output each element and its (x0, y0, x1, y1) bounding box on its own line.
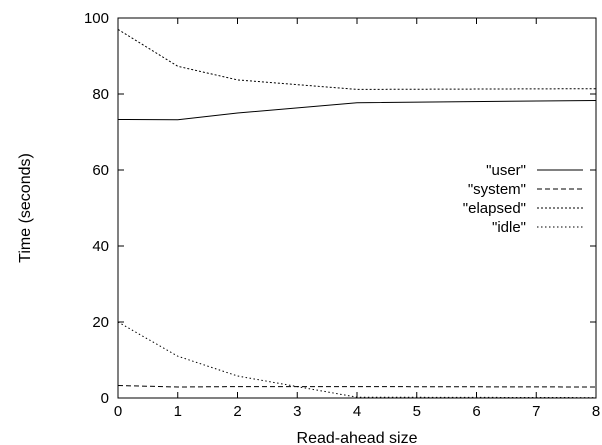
y-tick-label: 100 (84, 10, 109, 27)
x-tick-label: 8 (592, 403, 600, 420)
y-axis-label: Time (seconds) (17, 153, 34, 263)
x-tick-label: 2 (233, 403, 241, 420)
x-tick-label: 7 (532, 403, 540, 420)
x-tick-label: 3 (293, 403, 301, 420)
legend-label: "system" (468, 181, 526, 198)
series-line-4 (117, 321, 597, 399)
series-line-3 (117, 28, 597, 90)
series-line-1 (117, 100, 597, 121)
x-axis-label: Read-ahead size (297, 430, 418, 445)
y-tick-label: 20 (92, 314, 109, 331)
x-tick-label: 6 (472, 403, 480, 420)
legend-label: "elapsed" (463, 200, 526, 217)
x-tick-label: 4 (353, 403, 361, 420)
series-line-2 (117, 385, 597, 388)
y-tick-label: 80 (92, 86, 109, 103)
y-tick-label: 60 (92, 162, 109, 179)
x-tick-label: 5 (413, 403, 421, 420)
y-tick-label: 40 (92, 238, 109, 255)
legend-label: "idle" (492, 219, 526, 236)
legend: "user" "system" "elapsed" "idle" (463, 162, 583, 236)
x-tick-label: 0 (114, 403, 122, 420)
y-tick-label: 0 (101, 390, 109, 407)
legend-label: "user" (486, 162, 526, 179)
series-lines (117, 28, 597, 399)
x-tick-label: 1 (174, 403, 182, 420)
